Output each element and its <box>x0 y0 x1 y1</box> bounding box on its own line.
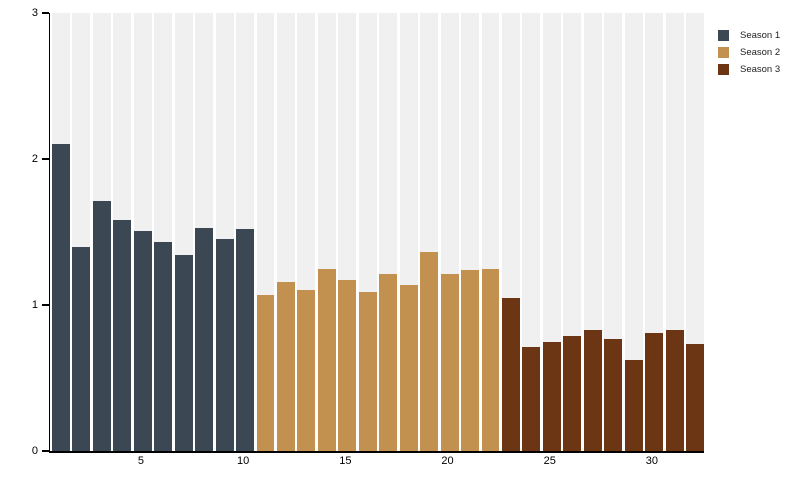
episode-slot-2 <box>72 13 91 451</box>
legend-swatch-season-2 <box>718 47 729 58</box>
episode-slot-7 <box>174 13 193 451</box>
y-tick-label-1: 1 <box>31 299 38 311</box>
bar-season-3-episode-30 <box>645 332 664 451</box>
episode-slot-14 <box>317 13 336 451</box>
episode-slot-28 <box>604 13 623 451</box>
bar-season-1-episode-3 <box>92 201 111 451</box>
episode-slot-19 <box>420 13 439 451</box>
bar-season-1-episode-9 <box>215 239 234 451</box>
bar-season-3-episode-27 <box>583 329 602 451</box>
x-tick-label-20: 20 <box>441 455 454 467</box>
bar-season-3-episode-31 <box>665 329 684 451</box>
bar-season-1-episode-6 <box>154 242 173 451</box>
x-tick-label-5: 5 <box>137 455 145 467</box>
episode-slot-5 <box>133 13 152 451</box>
episode-slot-26 <box>563 13 582 451</box>
episode-slot-31 <box>665 13 684 451</box>
x-tick-label-15: 15 <box>339 455 352 467</box>
legend: Season 1 Season 2 Season 3 <box>718 30 780 81</box>
bar-season-3-episode-29 <box>624 360 643 451</box>
bar-season-1-episode-7 <box>174 255 193 451</box>
episode-slot-24 <box>522 13 541 451</box>
episode-slot-15 <box>338 13 357 451</box>
bar-season-3-episode-23 <box>501 297 520 451</box>
y-tick-mark-0 <box>42 450 49 452</box>
episode-slot-18 <box>399 13 418 451</box>
x-tick-label-30: 30 <box>645 455 659 467</box>
episode-slot-27 <box>583 13 602 451</box>
bar-season-2-episode-16 <box>358 291 377 451</box>
episode-slot-20 <box>440 13 459 451</box>
y-tick-label-2: 2 <box>31 153 38 165</box>
bar-season-3-episode-26 <box>563 335 582 451</box>
y-tick-mark-2 <box>42 158 49 160</box>
episode-slot-12 <box>276 13 295 451</box>
bar-season-2-episode-22 <box>481 268 500 451</box>
bar-season-2-episode-19 <box>420 252 439 451</box>
episode-slot-29 <box>624 13 643 451</box>
episode-slot-22 <box>481 13 500 451</box>
bar-season-2-episode-20 <box>440 274 459 451</box>
episode-slot-11 <box>256 13 275 451</box>
bar-season-2-episode-12 <box>276 281 295 451</box>
bar-season-1-episode-10 <box>236 229 255 451</box>
bar-season-3-episode-32 <box>686 344 704 451</box>
bar-season-2-episode-21 <box>461 269 480 451</box>
episode-slot-9 <box>215 13 234 451</box>
bar-season-1-episode-1 <box>52 144 70 451</box>
legend-swatch-season-3 <box>718 64 729 75</box>
episode-slot-30 <box>645 13 664 451</box>
bar-season-1-episode-2 <box>72 246 91 451</box>
legend-swatch-season-1 <box>718 30 729 41</box>
bar-season-2-episode-17 <box>379 274 398 451</box>
episode-slot-32 <box>686 13 704 451</box>
x-tick-label-25: 25 <box>543 455 556 467</box>
episode-slot-3 <box>92 13 111 451</box>
y-tick-label-0: 0 <box>31 445 38 457</box>
plot-area <box>49 13 704 453</box>
episode-slot-23 <box>501 13 520 451</box>
legend-item-season-3: Season 3 <box>718 64 780 75</box>
episode-slot-1 <box>52 13 70 451</box>
bar-season-2-episode-15 <box>338 280 357 451</box>
episode-slot-16 <box>358 13 377 451</box>
bar-season-2-episode-13 <box>297 290 316 451</box>
episode-slot-4 <box>113 13 132 451</box>
episode-slot-6 <box>154 13 173 451</box>
legend-item-season-1: Season 1 <box>718 30 780 41</box>
bar-season-2-episode-14 <box>317 268 336 451</box>
y-tick-mark-3 <box>42 12 49 14</box>
episode-slot-21 <box>461 13 480 451</box>
episode-slot-10 <box>236 13 255 451</box>
episode-slot-13 <box>297 13 316 451</box>
bar-season-2-episode-11 <box>256 294 275 451</box>
legend-label-season-3: Season 3 <box>740 64 781 75</box>
bar-season-2-episode-18 <box>399 284 418 451</box>
episode-slot-8 <box>195 13 214 451</box>
bar-season-3-episode-25 <box>542 341 561 451</box>
y-tick-label-3: 3 <box>31 7 38 19</box>
bar-season-1-episode-4 <box>113 220 132 451</box>
bars-container <box>50 13 704 451</box>
episode-slot-17 <box>379 13 398 451</box>
y-tick-mark-1 <box>42 304 49 306</box>
bar-season-3-episode-28 <box>604 338 623 451</box>
legend-label-season-2: Season 2 <box>740 47 781 58</box>
legend-label-season-1: Season 1 <box>740 30 781 41</box>
bar-season-3-episode-24 <box>522 347 541 451</box>
bar-season-1-episode-5 <box>133 230 152 451</box>
bar-season-1-episode-8 <box>195 227 214 451</box>
episode-slot-25 <box>542 13 561 451</box>
legend-item-season-2: Season 2 <box>718 47 780 58</box>
x-tick-label-10: 10 <box>237 455 250 467</box>
